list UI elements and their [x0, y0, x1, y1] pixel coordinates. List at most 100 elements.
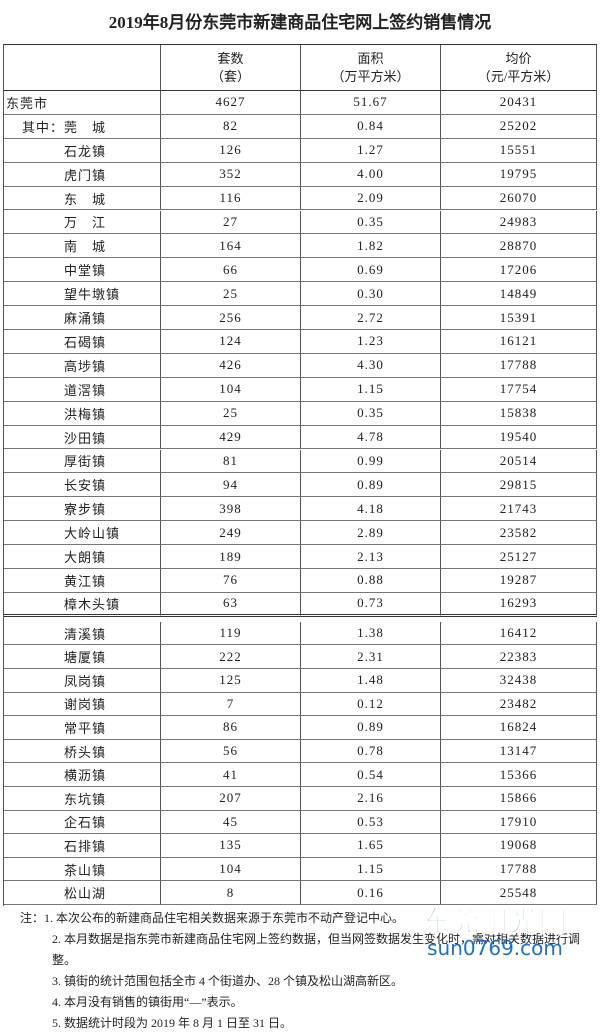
- row-label: 东坑镇: [4, 787, 161, 811]
- cell-value: 16121: [441, 330, 597, 354]
- cell-value: 0.53: [301, 810, 441, 835]
- row-label: 高埗镇: [4, 353, 161, 378]
- cell-value: 16824: [441, 716, 597, 740]
- cell-value: 15551: [441, 138, 597, 163]
- row-label: 石碣镇: [4, 330, 161, 354]
- cell-value: 17788: [441, 857, 597, 882]
- row-label: 清溪镇: [4, 621, 161, 646]
- header-text: （元/平方米）: [477, 68, 560, 84]
- cell-value: 7: [161, 692, 301, 717]
- cell-value: 0.35: [301, 401, 441, 426]
- cell-value: 56: [161, 739, 301, 764]
- cell-value: 29815: [441, 473, 597, 498]
- cell-value: 86: [161, 716, 301, 740]
- cell-value: 76: [161, 569, 301, 593]
- cell-value: 0.69: [301, 258, 441, 283]
- cell-value: 4.18: [301, 497, 441, 522]
- cell-value: 21743: [441, 497, 597, 522]
- watermark-site: sun0769.com: [427, 936, 563, 960]
- cell-value: 116: [161, 186, 301, 211]
- cell-value: 15391: [441, 306, 597, 330]
- cell-value: 32438: [441, 669, 597, 693]
- notes: 注：1. 本次公布的新建商品住宅相关数据来源于东莞市不动产登记中心。 2. 本月数…: [20, 908, 590, 1034]
- cell-value: 352: [161, 162, 301, 187]
- row-label: 茶山镇: [4, 857, 161, 882]
- table: 套数 （套） 面积 （万平方米） 均价 （元/平方米） 东莞市 4627 51.67 20431 其…: [3, 44, 597, 906]
- cell-value: 51.67: [301, 91, 441, 115]
- cell-value: 2.13: [301, 545, 441, 569]
- cell-value: 25: [161, 401, 301, 426]
- row-label: 塘厦镇: [4, 645, 161, 669]
- cell-value: 15838: [441, 401, 597, 426]
- row-label: 麻涌镇: [4, 306, 161, 330]
- cell-value: 19068: [441, 834, 597, 858]
- cell-value: 104: [161, 857, 301, 882]
- cell-value: 16293: [441, 592, 597, 617]
- row-label: 沙田镇: [4, 425, 161, 450]
- row-label: 东莞市: [4, 91, 161, 115]
- row-label: 谢岗镇: [4, 692, 161, 717]
- cell-value: 66: [161, 258, 301, 283]
- cell-value: 17788: [441, 353, 597, 378]
- row-label: 石排镇: [4, 834, 161, 858]
- cell-value: 25: [161, 282, 301, 307]
- header-cell: 均价 （元/平方米）: [441, 45, 597, 91]
- cell-value: 15866: [441, 787, 597, 811]
- cell-value: 1.82: [301, 234, 441, 259]
- cell-value: 126: [161, 138, 301, 163]
- cell-value: 2.16: [301, 787, 441, 811]
- cell-value: 249: [161, 521, 301, 546]
- header-text: 均价: [505, 50, 532, 66]
- cell-value: 22383: [441, 645, 597, 669]
- cell-value: 13147: [441, 739, 597, 764]
- header-text: （套）: [210, 68, 250, 84]
- cell-value: 0.16: [301, 881, 441, 905]
- row-label: 长安镇: [4, 473, 161, 498]
- cell-value: 426: [161, 353, 301, 378]
- header-text: 套数: [217, 50, 244, 66]
- note: 4. 本月没有销售的镇街用“—”表示。: [52, 995, 243, 1009]
- cell-value: 24983: [441, 210, 597, 235]
- cell-value: 0.73: [301, 592, 441, 617]
- header-cell: 套数 （套）: [161, 45, 301, 91]
- cell-value: 17206: [441, 258, 597, 283]
- row-label: 常平镇: [4, 716, 161, 740]
- header-cell: 面积 （万平方米）: [301, 45, 441, 91]
- row-label: 桥头镇: [4, 739, 161, 764]
- cell-value: 104: [161, 377, 301, 402]
- cell-value: 0.99: [301, 449, 441, 474]
- row-label: 大朗镇: [4, 545, 161, 569]
- cell-value: 222: [161, 645, 301, 669]
- cell-value: 16412: [441, 621, 597, 646]
- header-cell: [4, 45, 161, 91]
- header-text: （万平方米）: [331, 68, 410, 84]
- note: 5. 数据统计时段为 2019 年 8 月 1 日至 31 日。: [52, 1016, 293, 1030]
- cell-value: 17910: [441, 810, 597, 835]
- cell-value: 63: [161, 592, 301, 617]
- cell-value: 45: [161, 810, 301, 835]
- cell-value: 2.31: [301, 645, 441, 669]
- cell-value: 19795: [441, 162, 597, 187]
- cell-value: 20431: [441, 91, 597, 115]
- header-text: 面积: [357, 50, 384, 66]
- cell-value: 25127: [441, 545, 597, 569]
- note: 注：1. 本次公布的新建商品住宅相关数据来源于东莞市不动产登记中心。: [20, 911, 405, 925]
- cell-value: 0.30: [301, 282, 441, 307]
- cell-value: 28870: [441, 234, 597, 259]
- row-label: 万 江: [4, 210, 161, 235]
- cell-value: 2.89: [301, 521, 441, 546]
- watermark-name: 东莞阳光网: [422, 905, 568, 939]
- cell-value: 1.15: [301, 857, 441, 882]
- cell-value: 27: [161, 210, 301, 235]
- cell-value: 0.78: [301, 739, 441, 764]
- cell-value: 4.78: [301, 425, 441, 450]
- row-label: 中堂镇: [4, 258, 161, 283]
- cell-value: 17754: [441, 377, 597, 402]
- cell-value: 0.12: [301, 692, 441, 717]
- cell-value: 4.30: [301, 353, 441, 378]
- cell-value: 119: [161, 621, 301, 646]
- cell-value: 1.15: [301, 377, 441, 402]
- cell-value: 14849: [441, 282, 597, 307]
- row-label: 南 城: [4, 234, 161, 259]
- row-label: 横沥镇: [4, 763, 161, 787]
